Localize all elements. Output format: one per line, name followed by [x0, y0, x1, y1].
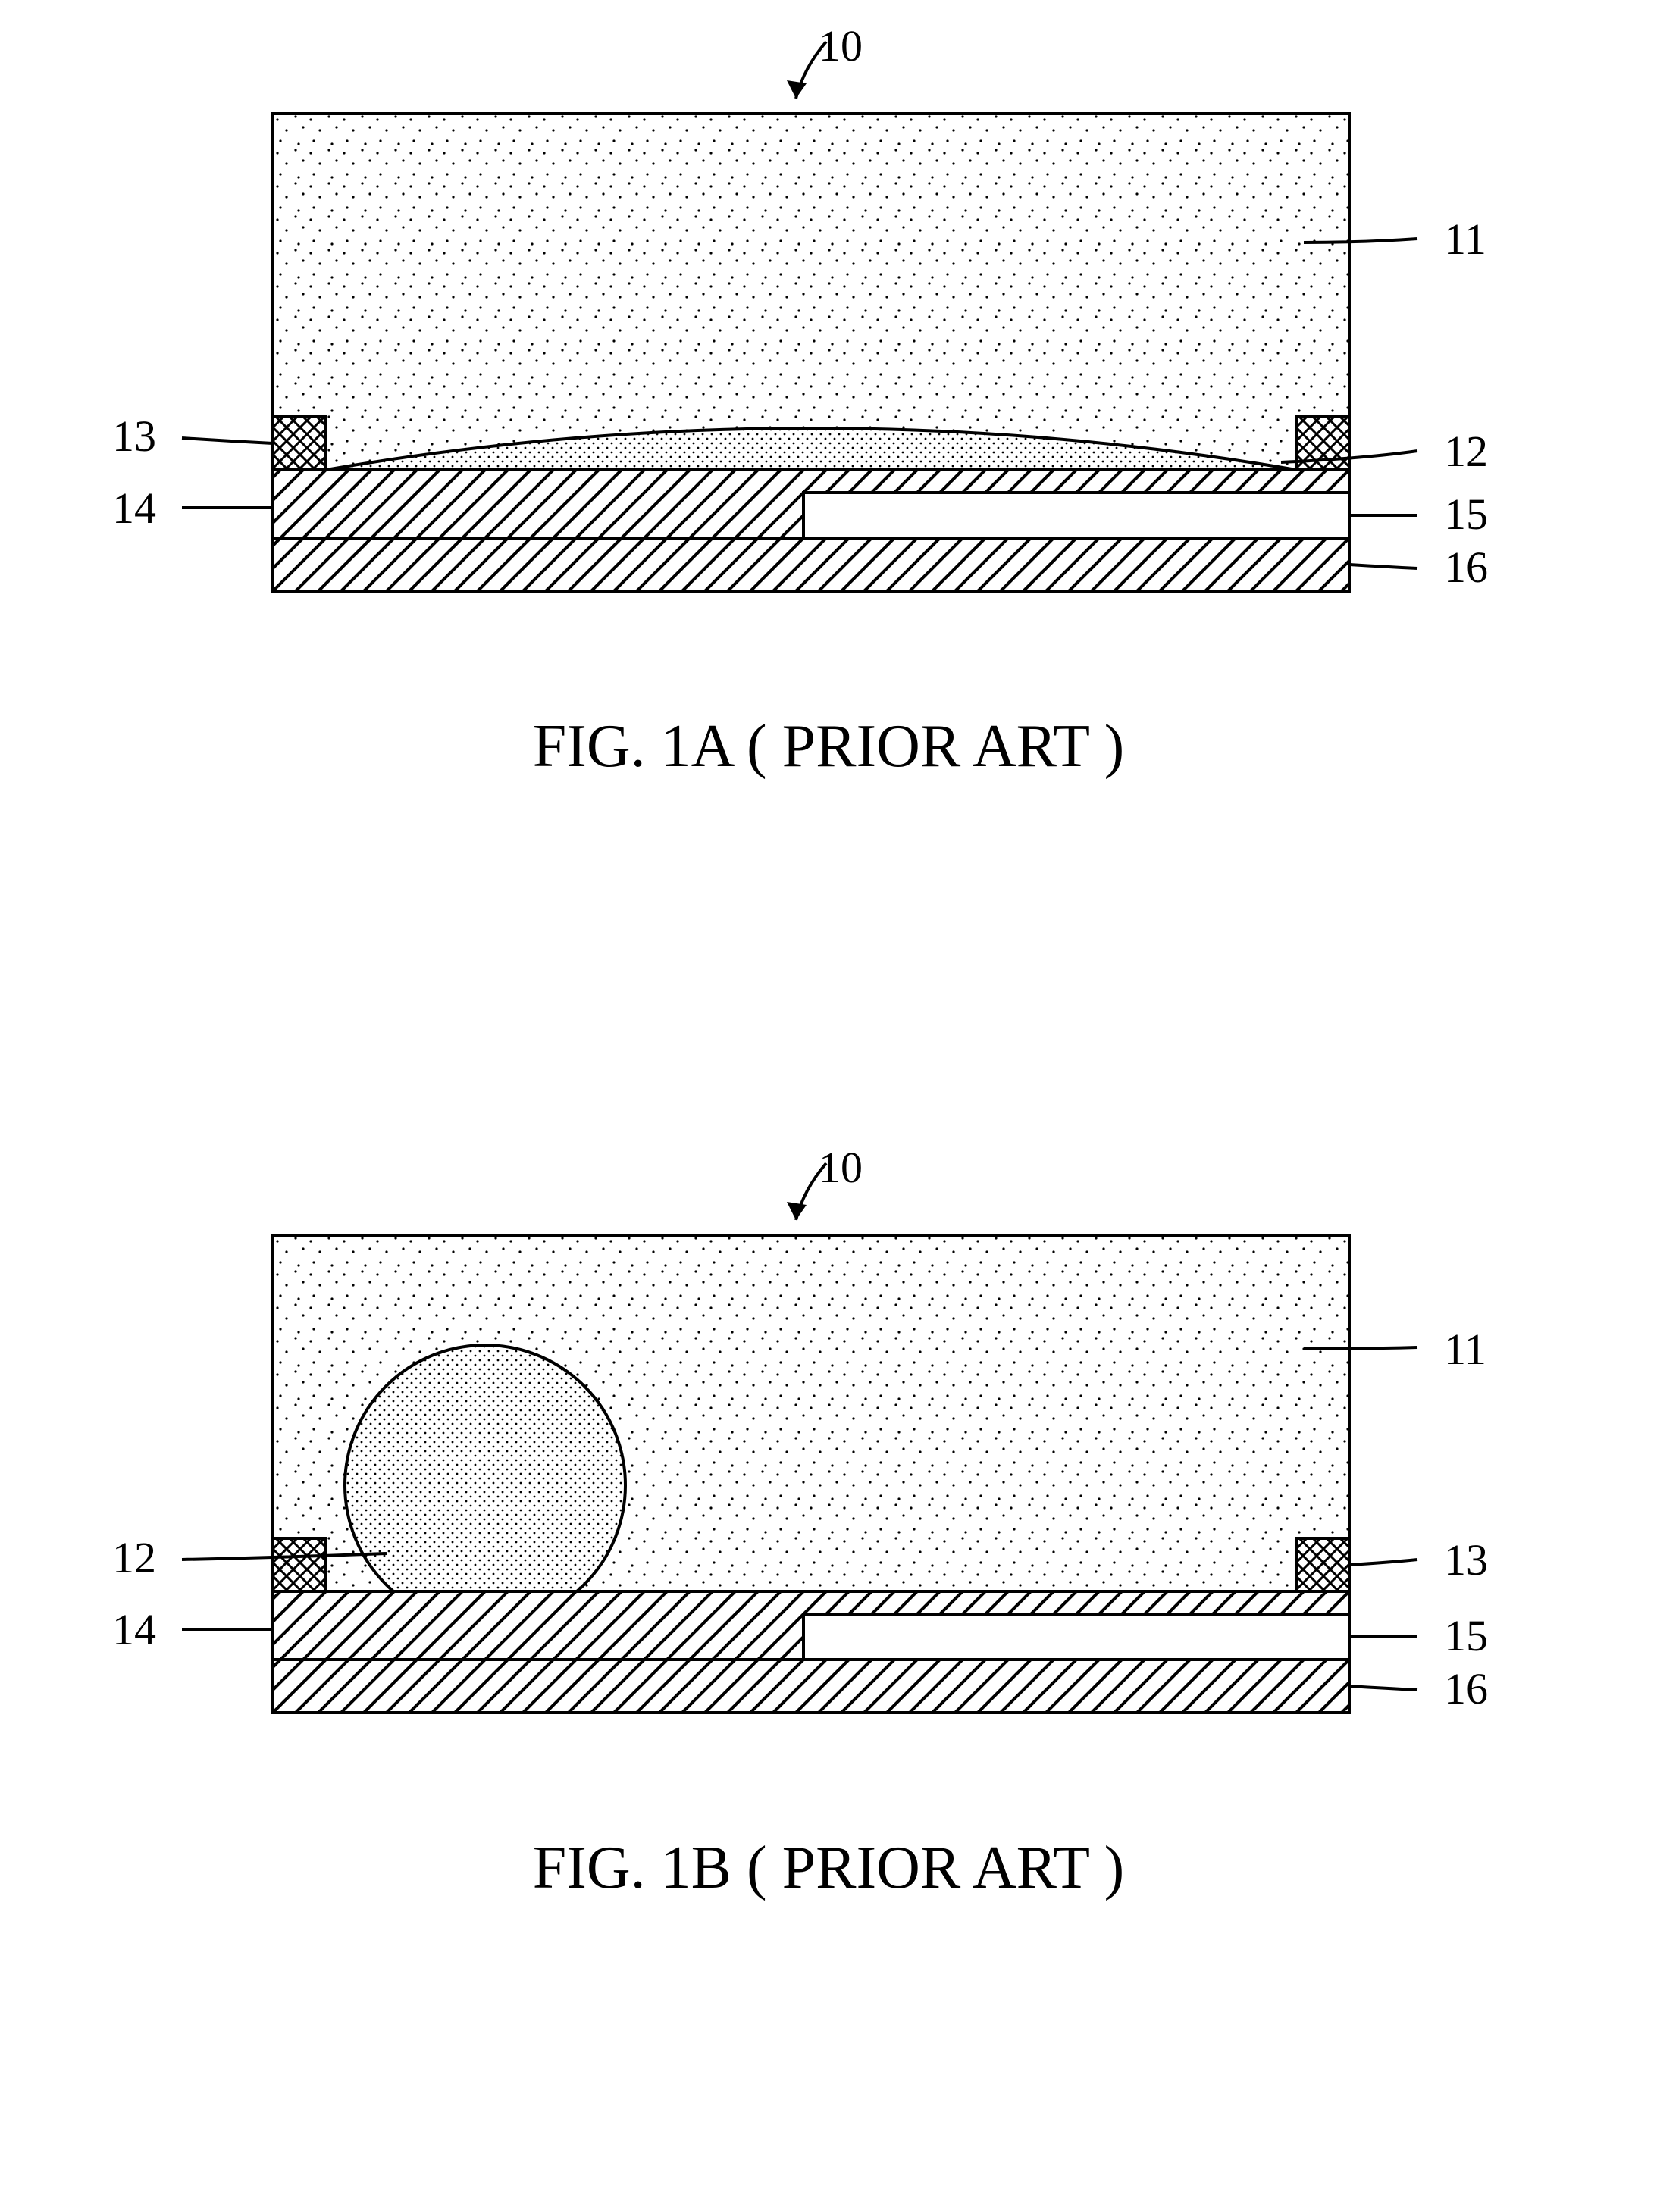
label-13a: 13 [112, 411, 156, 461]
region-16 [273, 1660, 1349, 1713]
fig-1b: 10 11 13 15 16 12 14 [0, 1152, 1657, 2061]
region-16 [273, 538, 1349, 591]
region-13-left [273, 1538, 326, 1591]
fig-1b-caption: FIG. 1B ( PRIOR ART ) [0, 1834, 1657, 1903]
fig-1a-caption: FIG. 1A ( PRIOR ART ) [0, 712, 1657, 781]
region-15 [803, 1614, 1349, 1660]
region-13-left [273, 417, 326, 470]
region-15 [803, 493, 1349, 538]
label-10b: 10 [819, 1152, 863, 1192]
label-15a: 15 [1444, 490, 1488, 539]
region-12-droplet [345, 1345, 625, 1625]
label-15b: 15 [1444, 1611, 1488, 1660]
label-10a: 10 [819, 30, 863, 70]
label-12b: 12 [112, 1533, 156, 1582]
page: 10 11 12 15 16 13 14 FIG. 1A ( PRIOR ART… [0, 0, 1657, 2212]
label-12a: 12 [1444, 427, 1488, 476]
label-11b: 11 [1444, 1325, 1486, 1374]
label-14b: 14 [112, 1605, 156, 1654]
label-13b: 13 [1444, 1535, 1488, 1585]
fig-1a: 10 11 12 15 16 13 14 [0, 30, 1657, 940]
region-13-right [1296, 1538, 1349, 1591]
region-11 [273, 114, 1349, 470]
label-14a: 14 [112, 483, 156, 533]
label-16a: 16 [1444, 543, 1488, 592]
label-11a: 11 [1444, 214, 1486, 264]
label-16b: 16 [1444, 1664, 1488, 1713]
